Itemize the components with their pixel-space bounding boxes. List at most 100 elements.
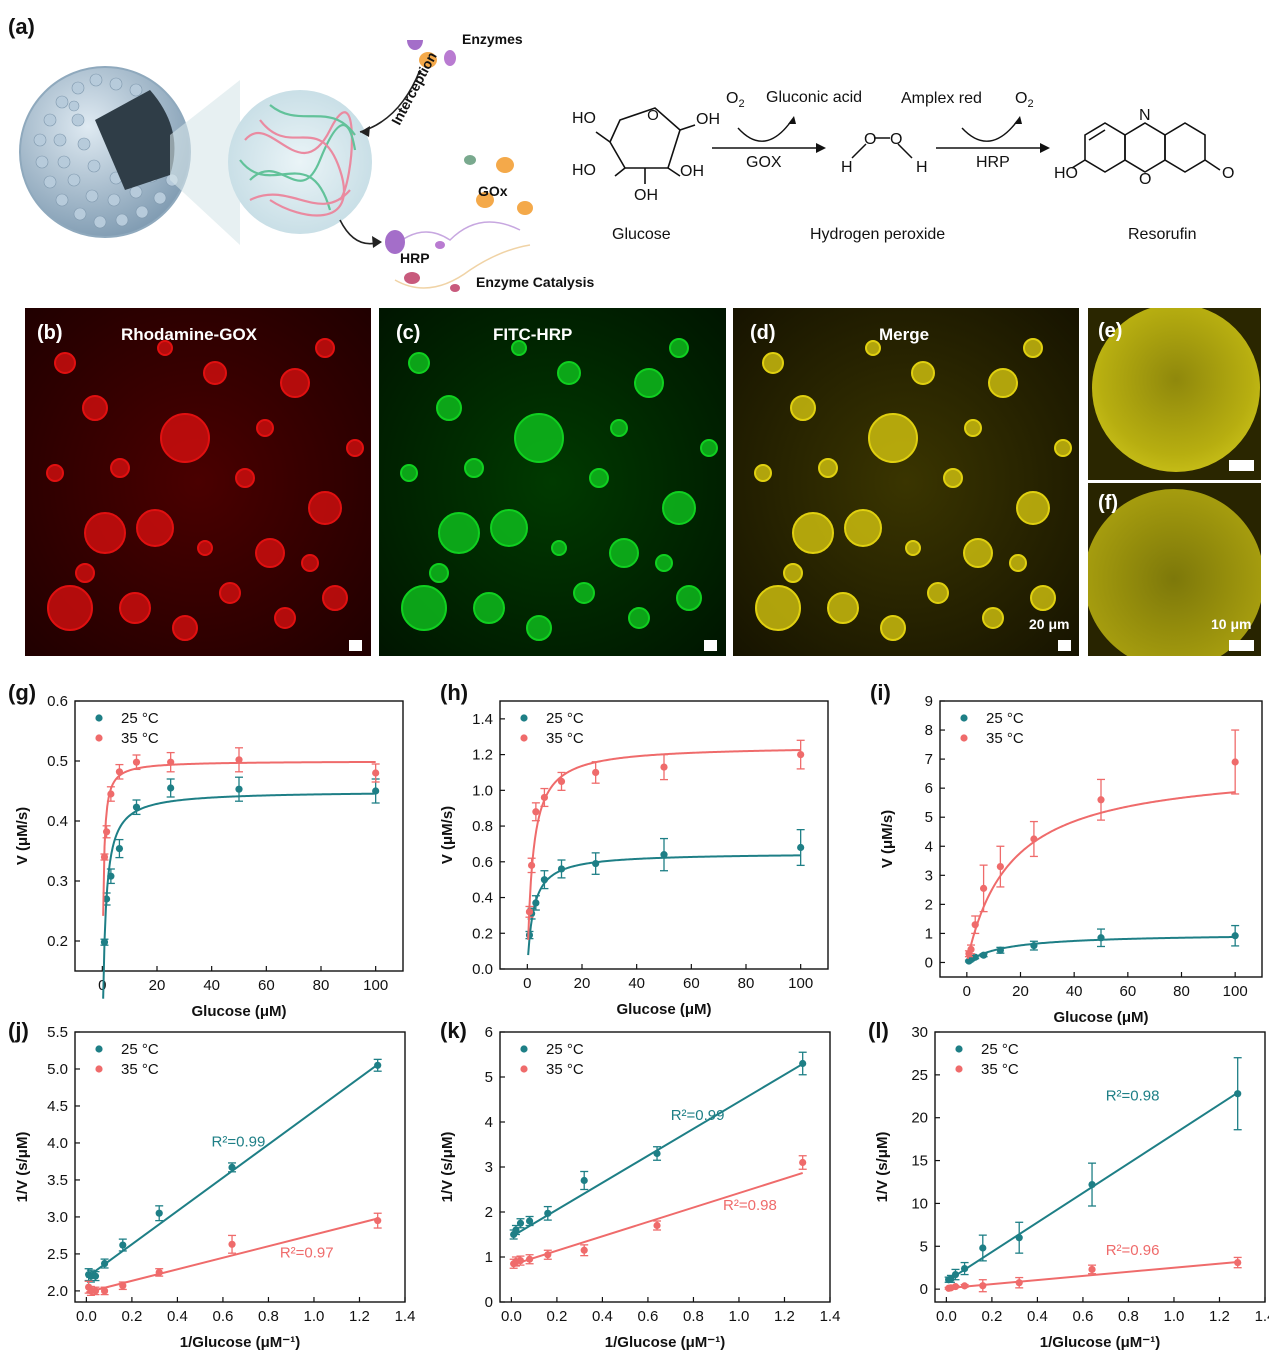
legend-marker — [960, 734, 968, 742]
data-point — [996, 863, 1004, 871]
chart-i: (i) 0 20 40 60 80 100 0 1 2 3 4 5 6 7 8 9 Glucose (μM) V (… — [870, 680, 1263, 1026]
image-c-drops — [400, 338, 718, 641]
data-point — [996, 946, 1004, 954]
legend-label: 35 °C — [986, 730, 1024, 747]
y-tick-label: 0.3 — [47, 873, 68, 890]
r-squared-label: R²=0.98 — [723, 1197, 777, 1214]
droplet — [46, 464, 64, 482]
data-point — [951, 1270, 960, 1279]
legend-label: 25 °C — [986, 710, 1024, 727]
y-axis-label: 1/V (s/μM) — [874, 1132, 891, 1203]
plot-frame — [499, 700, 829, 970]
droplet — [609, 538, 639, 568]
fit-line — [86, 1217, 378, 1294]
data-point — [544, 1209, 552, 1217]
droplet — [755, 585, 801, 631]
h-right: H — [916, 159, 928, 176]
droplet — [1030, 585, 1056, 611]
data-point — [100, 1259, 109, 1268]
data-point — [91, 1272, 100, 1280]
image-e-scalebar — [1229, 460, 1254, 471]
y-tick-label: 20 — [911, 1110, 928, 1127]
x-tick-label: 1.2 — [349, 1308, 370, 1325]
x-tick-label: 0.8 — [258, 1308, 279, 1325]
droplet — [988, 368, 1018, 398]
legend-marker — [960, 714, 968, 722]
x-tick-label: 100 — [1223, 983, 1248, 1000]
droplet — [1023, 338, 1043, 358]
chart-k: (k) 0.0 0.2 0.4 0.6 0.8 1.0 1.2 1.4 0 1 2 3 4 5 6 1/Gluc… — [439, 1018, 840, 1351]
legend-label: 35 °C — [981, 1061, 1019, 1078]
image-c-title: FITC-HRP — [493, 325, 573, 344]
x-tick-label: 0 — [98, 977, 106, 994]
data-point — [119, 1282, 127, 1290]
chart-j-label: (j) — [8, 1018, 29, 1043]
x-tick-label: 0.4 — [1027, 1308, 1048, 1325]
image-d — [733, 308, 1079, 656]
data-point — [1234, 1258, 1242, 1267]
data-point — [532, 899, 540, 907]
y-tick-label: 1.2 — [472, 747, 493, 764]
catalysis-label: Enzyme Catalysis — [476, 274, 595, 290]
gluconic-acid-label: Gluconic acid — [766, 89, 863, 106]
image-f-scalebar — [1229, 640, 1254, 651]
data-point — [1231, 932, 1239, 940]
gox-label: GOx — [478, 183, 508, 199]
o2-left: O2 — [726, 90, 745, 110]
droplet — [464, 458, 484, 478]
legend-label: 25 °C — [121, 710, 159, 727]
droplet — [256, 419, 274, 437]
x-tick-label: 0.2 — [981, 1308, 1002, 1325]
data-point — [100, 1287, 109, 1295]
y-tick-label: 4.0 — [47, 1135, 68, 1152]
fit-line — [511, 1171, 803, 1267]
data-point — [1088, 1265, 1096, 1274]
resorufin-ho: HO — [1054, 165, 1078, 182]
data-point — [653, 1149, 661, 1158]
zoom-cone — [170, 80, 240, 245]
data-point — [967, 945, 975, 953]
droplet — [634, 368, 664, 398]
data-point — [1015, 1279, 1023, 1287]
droplet — [911, 361, 935, 385]
x-tick-label: 1.4 — [820, 1308, 841, 1325]
droplet — [868, 413, 918, 463]
droplet — [827, 592, 859, 624]
x-tick-label: 0.2 — [546, 1308, 567, 1325]
droplet — [235, 468, 255, 488]
image-e — [1088, 308, 1261, 480]
x-tick-label: 100 — [363, 977, 388, 994]
y-axis-label: V (μM/s) — [439, 806, 456, 864]
data-point — [951, 1282, 960, 1291]
data-point — [971, 921, 979, 929]
droplet — [84, 512, 126, 554]
y-tick-label: 0.6 — [472, 854, 493, 871]
x-tick-label: 0.0 — [501, 1308, 522, 1325]
legend-marker — [95, 1045, 103, 1053]
plot-frame — [74, 700, 404, 972]
chart-g-label: (g) — [8, 680, 36, 705]
data-point — [1234, 1090, 1242, 1098]
droplet — [927, 582, 949, 604]
data-point — [91, 1287, 100, 1295]
gox-arrow-label: GOX — [746, 154, 782, 171]
chart-h-label: (h) — [440, 680, 468, 705]
image-d-drops — [754, 338, 1072, 641]
data-point — [557, 777, 566, 785]
droplet — [255, 538, 285, 568]
y-tick-label: 10 — [911, 1195, 928, 1212]
y-tick-label: 5 — [920, 1238, 928, 1255]
data-point — [525, 1217, 534, 1225]
y-tick-label: 2.0 — [47, 1283, 68, 1300]
r-squared-label: R²=0.99 — [671, 1107, 725, 1124]
o-left: O — [864, 131, 876, 148]
droplet — [197, 540, 213, 556]
x-tick-label: 1.4 — [1255, 1308, 1269, 1325]
data-point — [107, 872, 115, 880]
droplet — [1009, 554, 1027, 572]
x-tick-label: 0.8 — [683, 1308, 704, 1325]
data-point — [557, 865, 566, 873]
droplet — [676, 585, 702, 611]
legend-label: 25 °C — [981, 1041, 1019, 1058]
